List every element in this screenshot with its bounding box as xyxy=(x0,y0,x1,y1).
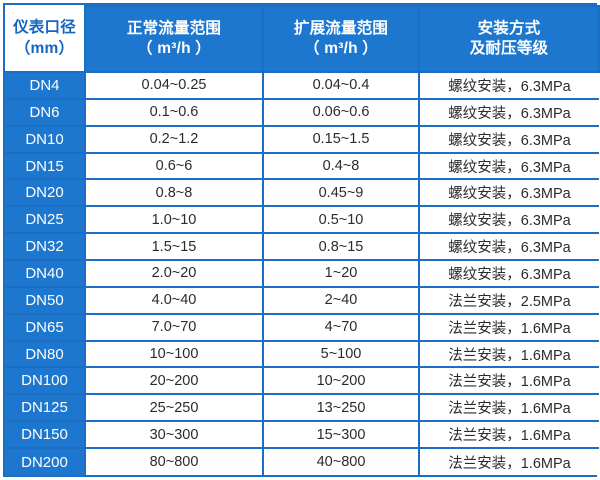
table-body: DN4 0.04~0.25 0.04~0.4 螺纹安装，6.3MPa DN6 0.1~0.… xyxy=(5,71,599,475)
column-header-installation-line2: 及耐压等级 xyxy=(469,40,549,57)
cell-diameter: DN25 xyxy=(5,205,86,235)
cell-extended-flow: 13~250 xyxy=(262,393,420,423)
cell-normal-flow: 4.0~40 xyxy=(84,285,264,315)
meter-specification-table: 仪表口径 （mm） 正常流量范围 （ m³/h ） 扩展流量范围 （ m³/h … xyxy=(5,5,600,475)
cell-normal-flow: 2.0~20 xyxy=(84,259,264,288)
cell-normal-flow: 1.0~10 xyxy=(84,205,264,235)
cell-installation: 螺纹安装，6.3MPa xyxy=(418,124,599,154)
cell-diameter: DN10 xyxy=(5,124,86,154)
cell-normal-flow: 0.2~1.2 xyxy=(84,124,264,154)
cell-diameter: DN100 xyxy=(5,366,86,396)
table-row: DN40 2.0~20 1~20 螺纹安装，6.3MPa xyxy=(5,259,599,288)
cell-installation: 螺纹安装，6.3MPa xyxy=(418,71,599,100)
cell-extended-flow: 0.4~8 xyxy=(262,151,420,181)
cell-extended-flow: 0.45~9 xyxy=(262,178,420,208)
column-header-extended-flow-line1: 扩展流量范围 xyxy=(293,19,389,37)
column-header-extended-flow: 扩展流量范围 （ m³/h ） xyxy=(262,5,420,73)
table-row: DN65 7.0~70 4~70 法兰安装，1.6MPa xyxy=(5,312,599,342)
column-header-extended-flow-line2: （ m³/h ） xyxy=(304,40,378,57)
spec-table-container: 仪表口径 （mm） 正常流量范围 （ m³/h ） 扩展流量范围 （ m³/h … xyxy=(3,3,600,477)
cell-extended-flow: 0.8~15 xyxy=(262,232,420,262)
cell-extended-flow: 15~300 xyxy=(262,420,420,450)
table-row: DN125 25~250 13~250 法兰安装，1.6MPa xyxy=(5,393,599,423)
cell-extended-flow: 10~200 xyxy=(262,366,420,396)
cell-normal-flow: 1.5~15 xyxy=(84,232,264,262)
cell-diameter: DN200 xyxy=(5,447,86,475)
cell-installation: 法兰安装，1.6MPa xyxy=(418,420,599,450)
cell-extended-flow: 0.04~0.4 xyxy=(262,71,420,100)
column-header-normal-flow-line2: （ m³/h ） xyxy=(137,40,211,57)
cell-normal-flow: 30~300 xyxy=(84,420,264,450)
table-row: DN150 30~300 15~300 法兰安装，1.6MPa xyxy=(5,420,599,450)
cell-extended-flow: 5~100 xyxy=(262,339,420,369)
cell-diameter: DN40 xyxy=(5,259,86,288)
cell-extended-flow: 40~800 xyxy=(262,447,420,475)
column-header-installation: 安装方式 及耐压等级 xyxy=(418,5,600,73)
table-row: DN100 20~200 10~200 法兰安装，1.6MPa xyxy=(5,366,599,396)
cell-extended-flow: 2~40 xyxy=(262,285,420,315)
cell-diameter: DN6 xyxy=(5,97,86,127)
table-row: DN50 4.0~40 2~40 法兰安装，2.5MPa xyxy=(5,285,599,315)
table-row: DN20 0.8~8 0.45~9 螺纹安装，6.3MPa xyxy=(5,178,599,208)
table-row: DN200 80~800 40~800 法兰安装，1.6MPa xyxy=(5,447,599,475)
cell-installation: 法兰安装，1.6MPa xyxy=(418,393,599,423)
cell-installation: 法兰安装，1.6MPa xyxy=(418,339,599,369)
cell-normal-flow: 7.0~70 xyxy=(84,312,264,342)
column-header-normal-flow-line1: 正常流量范围 xyxy=(126,19,222,37)
cell-diameter: DN20 xyxy=(5,178,86,208)
column-header-diameter-line1: 仪表口径 xyxy=(13,19,76,37)
cell-extended-flow: 0.06~0.6 xyxy=(262,97,420,127)
cell-installation: 法兰安装，1.6MPa xyxy=(418,312,599,342)
cell-extended-flow: 0.5~10 xyxy=(262,205,420,235)
cell-installation: 螺纹安装，6.3MPa xyxy=(418,205,599,235)
cell-normal-flow: 0.6~6 xyxy=(84,151,264,181)
cell-diameter: DN125 xyxy=(5,393,86,423)
table-row: DN15 0.6~6 0.4~8 螺纹安装，6.3MPa xyxy=(5,151,599,181)
cell-extended-flow: 1~20 xyxy=(262,259,420,288)
cell-normal-flow: 10~100 xyxy=(84,339,264,369)
table-row: DN6 0.1~0.6 0.06~0.6 螺纹安装，6.3MPa xyxy=(5,97,599,127)
column-header-installation-line1: 安装方式 xyxy=(477,19,541,37)
cell-installation: 法兰安装，1.6MPa xyxy=(418,366,599,396)
cell-normal-flow: 20~200 xyxy=(84,366,264,396)
cell-diameter: DN80 xyxy=(5,339,86,369)
cell-installation: 螺纹安装，6.3MPa xyxy=(418,178,599,208)
column-header-normal-flow: 正常流量范围 （ m³/h ） xyxy=(84,5,264,73)
table-row: DN32 1.5~15 0.8~15 螺纹安装，6.3MPa xyxy=(5,232,599,262)
cell-installation: 螺纹安装，6.3MPa xyxy=(418,232,599,262)
cell-diameter: DN15 xyxy=(5,151,86,181)
cell-installation: 法兰安装，1.6MPa xyxy=(418,447,599,475)
table-header: 仪表口径 （mm） 正常流量范围 （ m³/h ） 扩展流量范围 （ m³/h … xyxy=(5,5,600,73)
cell-installation: 法兰安装，2.5MPa xyxy=(418,285,599,315)
table-row: DN25 1.0~10 0.5~10 螺纹安装，6.3MPa xyxy=(5,205,599,235)
cell-installation: 螺纹安装，6.3MPa xyxy=(418,259,599,288)
table-row: DN4 0.04~0.25 0.04~0.4 螺纹安装，6.3MPa xyxy=(5,71,599,100)
cell-normal-flow: 0.1~0.6 xyxy=(84,97,264,127)
table-row: DN80 10~100 5~100 法兰安装，1.6MPa xyxy=(5,339,599,369)
header-row: 仪表口径 （mm） 正常流量范围 （ m³/h ） 扩展流量范围 （ m³/h … xyxy=(5,5,600,73)
cell-installation: 螺纹安装，6.3MPa xyxy=(418,151,599,181)
cell-diameter: DN65 xyxy=(5,312,86,342)
cell-installation: 螺纹安装，6.3MPa xyxy=(418,97,599,127)
cell-diameter: DN50 xyxy=(5,285,86,315)
cell-extended-flow: 0.15~1.5 xyxy=(262,124,420,154)
cell-diameter: DN32 xyxy=(5,232,86,262)
cell-diameter: DN4 xyxy=(5,71,86,100)
table-row: DN10 0.2~1.2 0.15~1.5 螺纹安装，6.3MPa xyxy=(5,124,599,154)
cell-extended-flow: 4~70 xyxy=(262,312,420,342)
cell-normal-flow: 0.04~0.25 xyxy=(84,71,264,100)
column-header-diameter-line2: （mm） xyxy=(14,39,75,57)
cell-normal-flow: 25~250 xyxy=(84,393,264,423)
cell-diameter: DN150 xyxy=(5,420,86,450)
cell-normal-flow: 80~800 xyxy=(84,447,264,475)
cell-normal-flow: 0.8~8 xyxy=(84,178,264,208)
column-header-diameter: 仪表口径 （mm） xyxy=(5,6,86,73)
